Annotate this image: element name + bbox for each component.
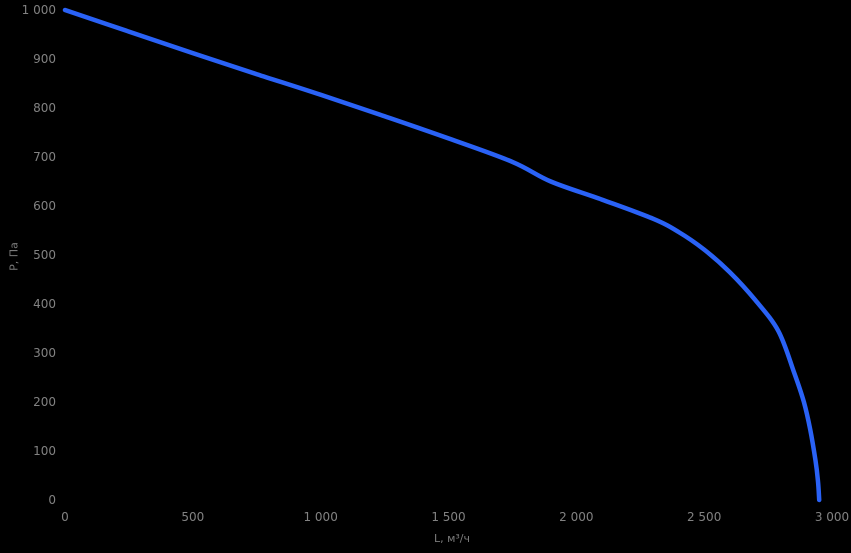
pressure-flow-curve: [62, 7, 822, 503]
y-tick-label: 300: [33, 346, 56, 360]
y-tick-label: 400: [33, 297, 56, 311]
y-axis-title: Р, Па: [7, 242, 21, 271]
y-tick-label: 0: [48, 493, 56, 507]
y-tick-label: 600: [33, 199, 56, 213]
x-tick-label: 1 500: [431, 510, 466, 524]
y-tick-label: 100: [33, 444, 56, 458]
x-tick-label: 500: [181, 510, 205, 524]
y-tick-label: 800: [33, 101, 56, 115]
y-tick-label: 700: [33, 150, 56, 164]
y-tick-label: 900: [33, 52, 56, 66]
y-tick-label: 1 000: [21, 3, 56, 17]
x-tick-label: 2 000: [559, 510, 594, 524]
x-tick-label: 2 500: [686, 510, 722, 524]
x-axis-title: L, м³/ч: [433, 532, 471, 545]
x-tick-label: 0: [61, 510, 69, 524]
x-tick-label: 3 000: [814, 510, 850, 524]
y-tick-label: 500: [33, 248, 56, 262]
y-tick-label: 200: [33, 395, 56, 409]
x-tick-label: 1 000: [303, 510, 338, 524]
